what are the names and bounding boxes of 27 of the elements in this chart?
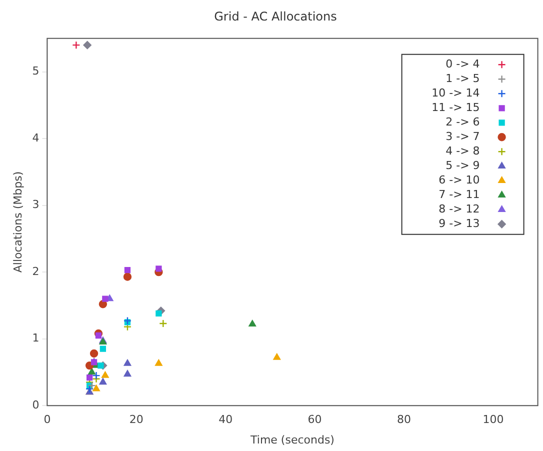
legend-label: 10 -> 14 — [432, 86, 480, 100]
y-axis-title: Allocations (Mbps) — [11, 171, 24, 273]
x-tick-label: 40 — [218, 413, 233, 426]
x-tick-label: 0 — [44, 413, 51, 426]
legend-label: 1 -> 5 — [446, 72, 480, 86]
y-tick-label: 0 — [32, 398, 40, 412]
legend-label: 11 -> 15 — [432, 101, 480, 114]
legend-label: 4 -> 8 — [446, 144, 480, 158]
legend-label: 9 -> 13 — [438, 217, 480, 230]
x-tick-label: 60 — [308, 413, 322, 426]
legend-label: 2 -> 6 — [446, 116, 480, 129]
legend-label: 3 -> 7 — [446, 130, 480, 144]
legend-label: 5 -> 9 — [446, 159, 480, 172]
chart-title: Grid - AC Allocations — [214, 9, 337, 24]
legend-label: 6 -> 10 — [438, 174, 480, 187]
y-tick-label: 4 — [32, 131, 40, 144]
y-tick-label: 1 — [32, 332, 40, 345]
legend-label: 7 -> 11 — [438, 188, 480, 202]
x-axis-title: Time (seconds) — [250, 433, 334, 446]
y-tick-label: 5 — [32, 64, 40, 78]
legend-label: 0 -> 4 — [446, 58, 480, 71]
y-tick-label: 2 — [32, 264, 40, 278]
x-tick-label: 100 — [482, 413, 504, 426]
x-tick-label: 20 — [129, 413, 144, 426]
legend-label: 8 -> 12 — [438, 202, 480, 216]
x-tick-label: 80 — [397, 413, 411, 426]
y-tick-label: 3 — [32, 198, 40, 212]
